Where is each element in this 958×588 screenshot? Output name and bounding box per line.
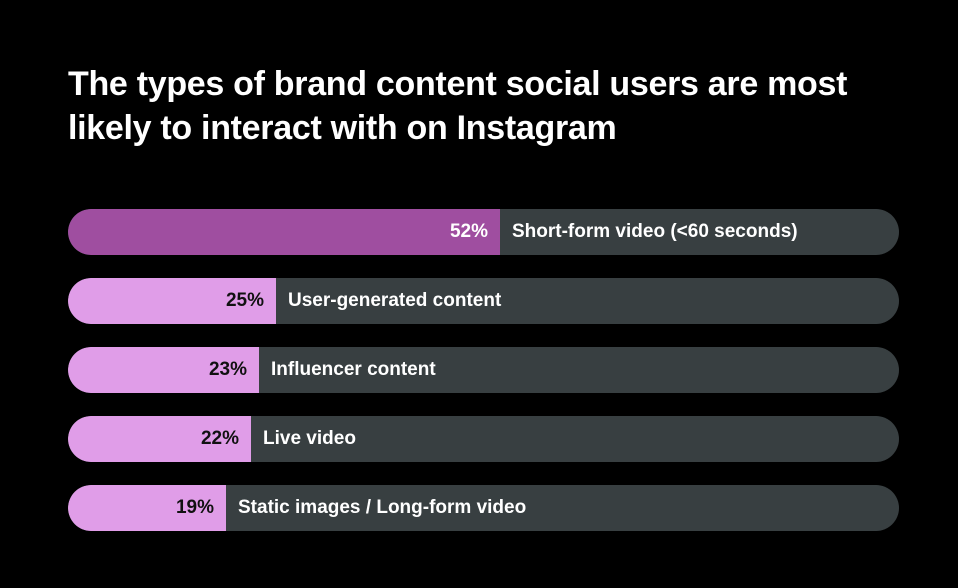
bar-value: 52% — [449, 221, 488, 242]
chart-title: The types of brand content social users … — [68, 65, 848, 147]
bar-label: Live video — [263, 428, 356, 449]
bar-fill — [68, 416, 251, 462]
bar-fill — [68, 347, 259, 393]
bar-row: 19% Static images / Long-form video — [68, 485, 899, 531]
bar-fill — [68, 278, 276, 324]
bar-row: 23% Influencer content — [68, 347, 899, 393]
bar-value: 19% — [175, 497, 214, 518]
bar-label: Short-form video (<60 seconds) — [512, 221, 798, 242]
bar-label: Static images / Long-form video — [238, 497, 527, 518]
bar-row: 22% Live video — [68, 416, 899, 462]
bar-label: Influencer content — [271, 359, 436, 380]
bar-row: 52% Short-form video (<60 seconds) — [68, 209, 899, 255]
bar-label: User-generated content — [288, 290, 502, 311]
bar-fill — [68, 485, 226, 531]
bar-fill — [68, 209, 500, 255]
bar-row: 25% User-generated content — [68, 278, 899, 324]
bar-value: 25% — [225, 290, 264, 311]
bar-value: 23% — [208, 359, 247, 380]
bar-chart: 52% Short-form video (<60 seconds) 25% U… — [68, 209, 899, 554]
bar-value: 22% — [200, 428, 239, 449]
